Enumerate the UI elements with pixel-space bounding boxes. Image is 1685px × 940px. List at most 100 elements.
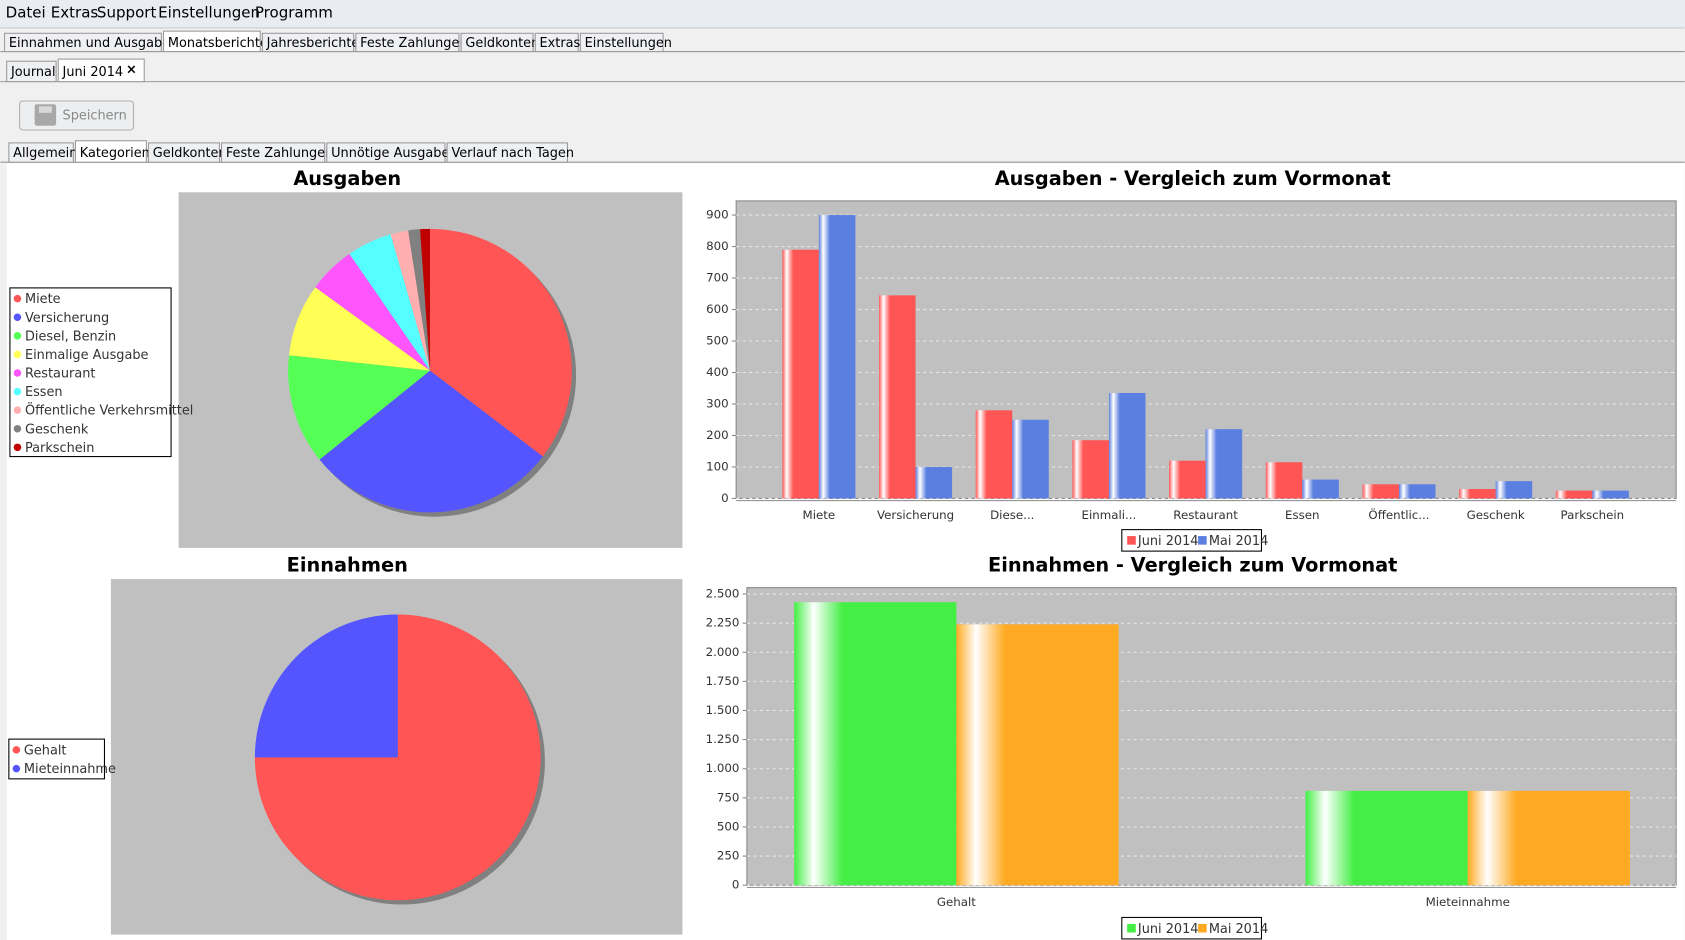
tab-label[interactable]: Geldkonten xyxy=(465,36,539,51)
y-tick-label: 800 xyxy=(706,239,729,253)
legend-label: Mai 2014 xyxy=(1209,922,1268,937)
legend-swatch xyxy=(13,332,22,340)
x-tick-label: Diese... xyxy=(990,508,1034,522)
pie-slice xyxy=(429,228,572,457)
bar xyxy=(1459,489,1496,499)
pie-slice xyxy=(288,355,430,460)
y-tick-label: 250 xyxy=(717,849,740,863)
tab-label[interactable]: Einstellungen xyxy=(585,36,672,51)
tab-label[interactable]: Geldkonten xyxy=(153,146,227,161)
tab-label[interactable]: Unnötige Ausgaben xyxy=(331,146,457,161)
y-tick-label: 1.750 xyxy=(706,674,740,688)
chart-title: Einnahmen xyxy=(287,554,408,577)
pie-slice xyxy=(408,229,430,371)
bar xyxy=(1592,490,1629,499)
tab[interactable] xyxy=(221,142,326,163)
tab[interactable] xyxy=(74,140,147,163)
legend-label: Juni 2014 xyxy=(1137,534,1199,549)
bar xyxy=(1302,479,1339,499)
y-tick-label: 500 xyxy=(706,334,729,348)
tab[interactable] xyxy=(261,32,355,53)
legend-swatch xyxy=(13,424,22,433)
legend-label: Geschenk xyxy=(25,422,89,437)
tab-label[interactable]: Allgemein xyxy=(13,146,77,161)
legend-label: Öffentliche Verkehrsmittel xyxy=(25,402,193,419)
tab[interactable] xyxy=(446,142,569,163)
tab[interactable] xyxy=(579,32,664,53)
bar xyxy=(1495,481,1533,499)
legend-swatch xyxy=(13,313,22,321)
bar xyxy=(1012,419,1049,499)
legend-label: Essen xyxy=(25,385,63,400)
x-tick-label: Einmali... xyxy=(1082,508,1137,522)
legend-swatch xyxy=(1198,536,1207,545)
bar xyxy=(1265,462,1303,499)
y-tick-label: 750 xyxy=(717,790,740,804)
tab[interactable] xyxy=(326,142,446,163)
bar xyxy=(794,602,957,886)
bar xyxy=(782,249,819,499)
tab[interactable] xyxy=(6,60,57,83)
tab-label[interactable]: Kategorien xyxy=(80,146,150,161)
menu-item[interactable]: Extras xyxy=(51,3,99,21)
tab-label[interactable]: Monatsberichte xyxy=(168,36,268,51)
x-tick-label: Parkschein xyxy=(1561,508,1625,522)
chart-title: Einnahmen - Vergleich zum Vormonat xyxy=(988,554,1397,577)
x-tick-label: Öffentlic... xyxy=(1368,506,1429,522)
legend-label: Mai 2014 xyxy=(1209,534,1268,549)
tab-close-button[interactable]: × xyxy=(126,62,137,77)
legend-swatch xyxy=(13,369,22,377)
chart-title: Ausgaben - Vergleich zum Vormonat xyxy=(995,167,1391,190)
tab-label[interactable]: Journal xyxy=(10,65,56,80)
y-tick-label: 1.000 xyxy=(706,761,740,775)
tab[interactable] xyxy=(355,32,460,53)
bar xyxy=(1467,790,1630,886)
legend-label: Diesel, Benzin xyxy=(25,329,116,344)
y-tick-label: 2.250 xyxy=(706,616,740,630)
y-tick-label: 2.500 xyxy=(706,587,740,601)
x-tick-label: Miete xyxy=(803,508,836,522)
bar xyxy=(1072,440,1109,499)
tab-label[interactable]: Extras xyxy=(540,36,581,51)
tab[interactable] xyxy=(163,30,261,53)
y-tick-label: 500 xyxy=(717,819,740,833)
bar xyxy=(879,295,916,499)
bar xyxy=(818,215,856,499)
legend-swatch xyxy=(1198,923,1207,933)
legend-box xyxy=(8,738,106,780)
y-tick-label: 900 xyxy=(706,208,729,222)
menu-item[interactable]: Einstellungen xyxy=(158,3,260,21)
save-button-label[interactable]: Speichern xyxy=(63,109,127,124)
tab[interactable] xyxy=(4,32,162,53)
tab-label[interactable]: Verlauf nach Tagen xyxy=(451,146,574,161)
tab[interactable] xyxy=(147,142,220,163)
menu-item[interactable]: Datei xyxy=(6,3,46,21)
menu-item[interactable]: Programm xyxy=(255,3,333,21)
tab-label[interactable]: Jahresberichte xyxy=(266,36,360,51)
pie-slice xyxy=(254,614,398,758)
legend-label: Mieteinnahme xyxy=(24,762,116,777)
y-tick-label: 200 xyxy=(706,428,729,442)
tab[interactable] xyxy=(460,32,534,53)
tab-label[interactable]: Feste Zahlungen xyxy=(226,146,333,161)
legend-label: Restaurant xyxy=(25,367,96,382)
menu-item[interactable]: Support xyxy=(97,3,157,21)
y-tick-label: 600 xyxy=(706,302,729,316)
x-tick-label: Gehalt xyxy=(937,895,976,909)
y-tick-label: 1.250 xyxy=(706,732,740,746)
tab-label[interactable]: Feste Zahlungen xyxy=(360,36,467,51)
legend-swatch xyxy=(13,294,22,303)
legend-label: Versicherung xyxy=(25,311,109,326)
x-tick-label: Mieteinnahme xyxy=(1426,895,1510,909)
tab[interactable] xyxy=(534,32,579,53)
x-tick-label: Geschenk xyxy=(1467,508,1525,522)
tab[interactable] xyxy=(8,142,74,163)
tab-label[interactable]: Juni 2014 xyxy=(62,65,124,80)
pie-slice xyxy=(420,228,430,371)
y-tick-label: 1.500 xyxy=(706,703,740,717)
bar xyxy=(1555,490,1593,499)
tab-label[interactable]: Einnahmen und Ausgaben xyxy=(9,36,178,51)
tab[interactable] xyxy=(57,58,145,83)
y-tick-label: 2.000 xyxy=(706,645,740,659)
